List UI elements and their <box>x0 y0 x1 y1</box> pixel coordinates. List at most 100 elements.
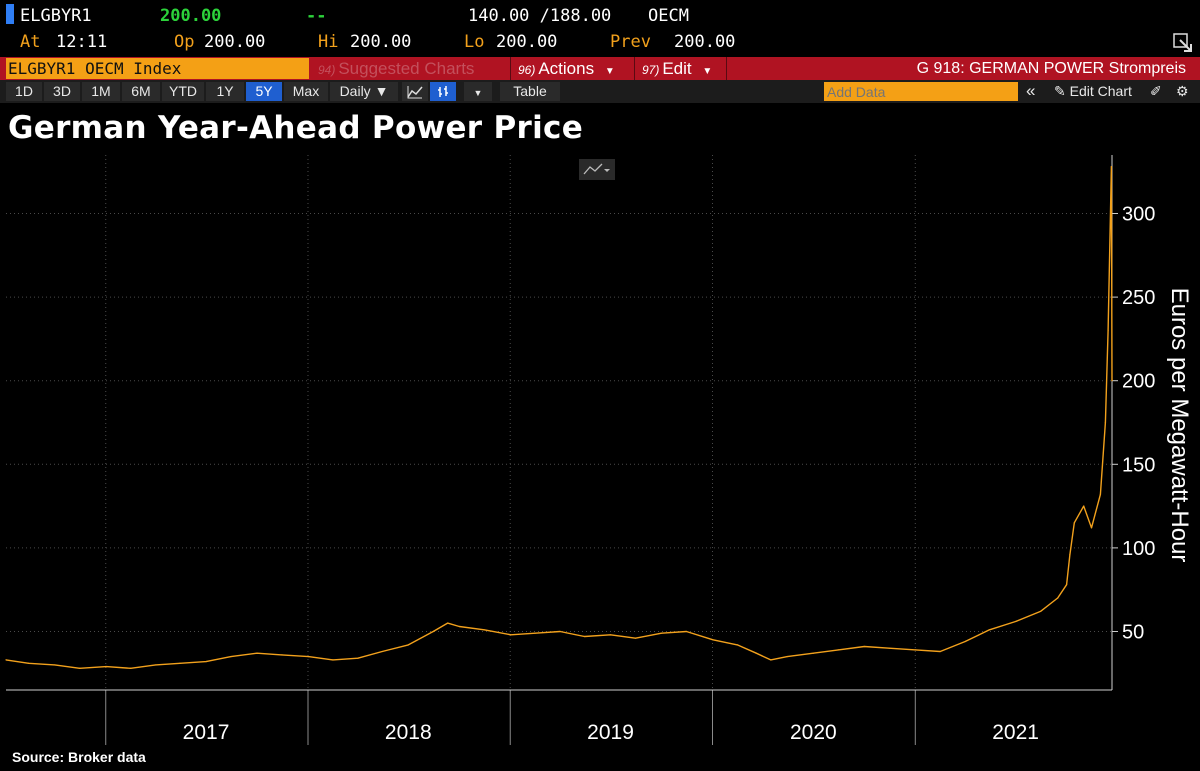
range-ytd[interactable]: YTD <box>162 82 204 101</box>
chart-gridlines <box>6 155 1112 690</box>
price-data-point <box>964 640 966 643</box>
menu-bar: ELGBYR1 OECM Index 94) Suggested Charts 9… <box>0 57 1200 80</box>
actions-label: Actions <box>538 59 595 78</box>
price-data-point <box>256 652 258 654</box>
security-field[interactable]: ELGBYR1 OECM Index <box>6 58 309 79</box>
quote-row-bottom: At 12:11 Op 200.00 Hi 200.00 Lo 200.00 P… <box>0 30 1200 54</box>
edit-chart-label: Edit Chart <box>1069 83 1132 99</box>
price-data-point <box>736 644 739 646</box>
source-note: Source: Broker data <box>12 749 146 765</box>
suggested-charts-label: Suggested Charts <box>338 59 475 78</box>
chart-axes: 50 100 150 200 250 300 2017 2018 2019 2020 2021 <box>6 155 1155 745</box>
y-tick-label: 250 <box>1122 287 1155 309</box>
suggested-charts-menu[interactable]: 94) Suggested Charts <box>318 57 474 80</box>
price-data-point <box>939 650 941 653</box>
expand-window-icon[interactable] <box>1172 32 1194 54</box>
range-5y[interactable]: 5Y <box>246 82 282 101</box>
y-tick-label: 50 <box>1122 621 1144 643</box>
price-data-point <box>1039 610 1042 613</box>
price-data-point <box>1083 505 1085 507</box>
price-data-point <box>685 630 688 633</box>
actions-number: 96) <box>518 63 536 77</box>
prev-value: 200.00 <box>674 32 736 52</box>
actions-caret-icon: ▼ <box>604 66 615 77</box>
price-data-point <box>105 665 107 668</box>
open-value: 200.00 <box>204 32 266 52</box>
price-data-point <box>205 660 207 663</box>
price-data-point <box>1111 380 1113 382</box>
time-label: At <box>20 32 41 52</box>
price-data-point <box>307 655 310 658</box>
edit-chart-button[interactable]: ✎ Edit Chart <box>1054 82 1132 101</box>
price-data-point <box>888 647 890 649</box>
quote-row-top: ELGBYR1 200.00 -- 140.00 /188.00 OECM <box>0 4 1200 28</box>
ticker-symbol[interactable]: ELGBYR1 <box>20 6 92 26</box>
settings-gear-icon[interactable]: ⚙ <box>1176 83 1189 99</box>
page-title: G 918: GERMAN POWER Strompreis <box>916 60 1186 77</box>
add-data-input[interactable] <box>824 82 1018 101</box>
price-data-point <box>1099 493 1101 495</box>
edit-caret-icon: ▼ <box>702 66 713 77</box>
edit-menu[interactable]: 97) Edit ▼ <box>642 57 712 80</box>
table-button[interactable]: Table <box>500 82 560 101</box>
price-data-point <box>5 659 7 661</box>
low-value: 200.00 <box>496 32 558 52</box>
exchange-code: OECM <box>648 6 689 26</box>
actions-menu[interactable]: 96) Actions ▼ <box>518 57 615 80</box>
range-6m[interactable]: 6M <box>122 82 160 101</box>
prev-label: Prev <box>610 32 651 52</box>
price-data-point <box>812 652 814 654</box>
x-tick-label: 2018 <box>385 721 432 744</box>
chart-type-caret-icon <box>604 169 610 172</box>
price-data-point <box>1065 584 1068 586</box>
price-data-point <box>786 655 788 658</box>
x-tick-label: 2021 <box>992 721 1039 744</box>
y-axis-label: Euros per Megawatt-Hour <box>1166 288 1193 563</box>
price-data-point <box>447 622 449 624</box>
frequency-dropdown[interactable]: Daily ▼ <box>330 82 398 101</box>
price-data-point <box>1073 522 1075 524</box>
range-3d[interactable]: 3D <box>44 82 80 101</box>
line-chart-icon[interactable] <box>402 82 428 101</box>
price-data-point <box>381 650 383 653</box>
chart-options-caret-icon[interactable]: ▼ <box>464 82 492 101</box>
price-data-point <box>915 649 917 651</box>
chart-toolbar: 1D 3D 1M 6M YTD 1Y 5Y Max Daily ▼ ▼ Tabl… <box>0 80 1200 103</box>
price-data-point <box>712 639 714 641</box>
price-data-point <box>130 667 132 669</box>
collapse-icon[interactable]: « <box>1026 81 1036 100</box>
chart-view-menu[interactable] <box>579 159 615 180</box>
price-data-point <box>332 659 334 661</box>
price-data-point <box>837 649 839 651</box>
high-label: Hi <box>318 32 339 52</box>
annotate-icon[interactable]: ✐ <box>1150 83 1162 99</box>
range-1m[interactable]: 1M <box>82 82 120 101</box>
last-price: 200.00 <box>160 6 222 26</box>
pencil-icon: ✎ <box>1054 83 1066 99</box>
range-1d[interactable]: 1D <box>6 82 42 101</box>
x-tick-label: 2020 <box>790 721 837 744</box>
price-data-point <box>230 655 232 658</box>
bid-ask: 140.00 /188.00 <box>468 6 612 26</box>
high-value: 200.00 <box>350 32 412 52</box>
price-data-point <box>609 634 612 636</box>
menu-divider <box>510 57 511 80</box>
price-data-point <box>1107 329 1109 332</box>
price-data-point <box>1057 597 1059 599</box>
price-data-point <box>770 659 772 661</box>
range-1y[interactable]: 1Y <box>206 82 244 101</box>
price-data-point <box>988 629 991 631</box>
price-data-point <box>155 664 157 666</box>
edit-number: 97) <box>642 63 660 77</box>
low-label: Lo <box>464 32 485 52</box>
suggested-charts-number: 94) <box>318 63 336 77</box>
range-max[interactable]: Max <box>284 82 328 101</box>
price-data-point <box>660 632 663 634</box>
open-label: Op <box>174 32 195 52</box>
price-data-point <box>1090 527 1093 529</box>
bar-chart-icon[interactable] <box>430 82 456 101</box>
price-data-point <box>1110 166 1113 168</box>
y-tick-label: 100 <box>1122 538 1155 560</box>
y-tick-label: 300 <box>1122 204 1155 226</box>
